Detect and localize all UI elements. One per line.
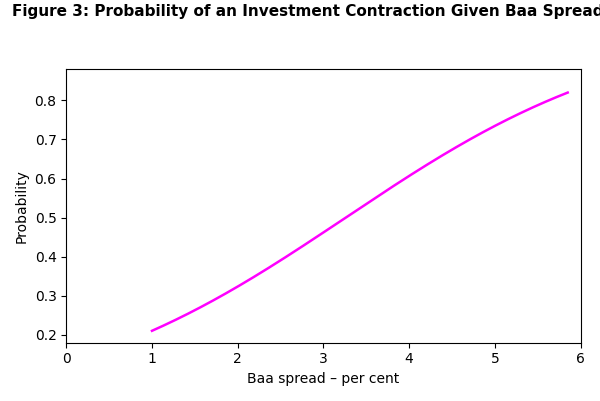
Text: Figure 3: Probability of an Investment Contraction Given Baa Spread: Figure 3: Probability of an Investment C…: [12, 4, 600, 19]
Y-axis label: Probability: Probability: [15, 169, 29, 243]
X-axis label: Baa spread – per cent: Baa spread – per cent: [247, 372, 400, 386]
